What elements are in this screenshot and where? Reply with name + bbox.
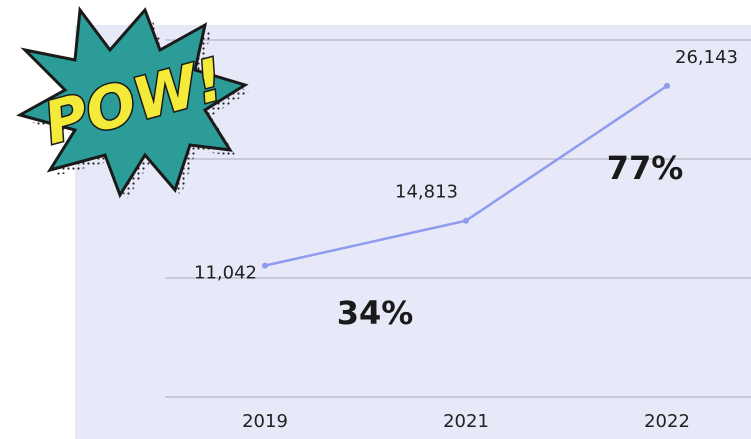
x-tick-label: 2022 bbox=[644, 411, 690, 432]
value-label: 11,042 bbox=[194, 263, 257, 284]
x-tick-label: 2019 bbox=[242, 411, 288, 432]
x-tick-label: 2021 bbox=[443, 411, 489, 432]
badge-burst bbox=[16, 6, 249, 199]
point bbox=[463, 217, 469, 224]
annotation: 77% bbox=[607, 149, 684, 187]
value-label: 26,143 bbox=[675, 47, 738, 68]
value-label: 14,813 bbox=[395, 182, 458, 203]
pow-badge: POW! bbox=[16, 6, 251, 201]
annotation: 34% bbox=[337, 294, 414, 332]
point bbox=[664, 82, 670, 89]
point bbox=[262, 262, 268, 269]
